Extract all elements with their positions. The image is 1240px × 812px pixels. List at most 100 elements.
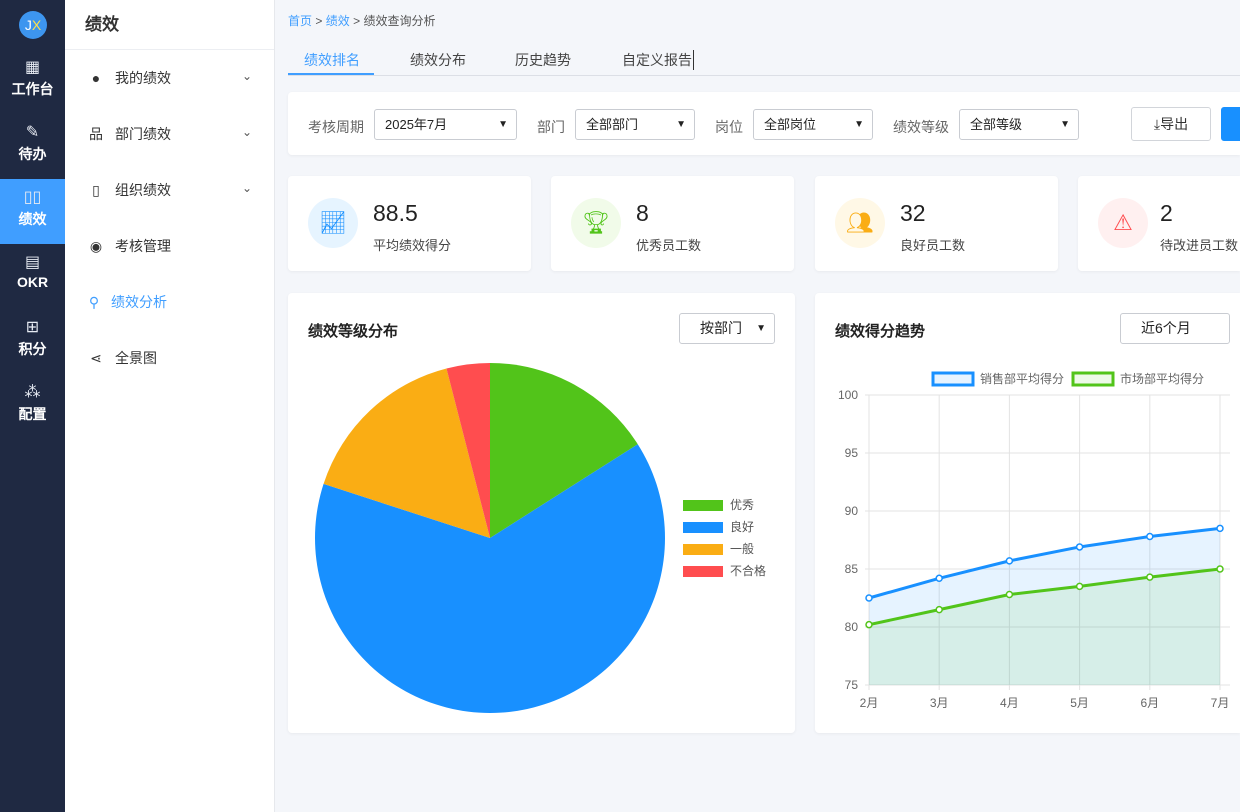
book-icon: ▯▯ [23, 189, 42, 206]
rail-item-config[interactable]: ⁂ 配置 [0, 374, 65, 439]
stat-card-avg-score: 📈︎ 88.5 平均绩效得分 [288, 176, 531, 271]
grade-distribution-card: 绩效等级分布 按部门 ▼ 优秀良好一般不合格 [288, 293, 795, 733]
chevron-down-icon: ▼ [676, 119, 686, 130]
series-line [868, 526, 1221, 600]
y-tick-label: 100 [838, 388, 858, 402]
tab-custom-report[interactable]: 自定义报告 [622, 50, 694, 70]
grid-icon: ▦ [24, 59, 41, 76]
x-tick-label: 2月 [860, 696, 879, 710]
chevron-down-icon: ⌄ [241, 181, 252, 195]
card-title: 绩效等级分布 [308, 323, 399, 340]
legend-label: 优秀 [730, 498, 754, 512]
x-tick-label: 4月 [1000, 696, 1019, 710]
pie-slice-3 [446, 363, 490, 538]
legend-swatch [683, 522, 723, 533]
legend-swatch [683, 566, 723, 577]
legend-label: 市场部平均得分 [1120, 371, 1204, 386]
rail-item-performance[interactable]: ▯▯ 绩效 [0, 179, 65, 244]
chevron-down-icon: ▼ [854, 119, 864, 130]
data-point [1075, 543, 1084, 551]
sitemap-icon: 品 [89, 126, 103, 142]
active-tab-indicator [288, 73, 374, 75]
tab-distribution[interactable]: 绩效分布 [410, 52, 466, 68]
sidebar-item-org-performance[interactable]: ▯ 组织绩效 ⌄ [65, 170, 274, 210]
post-select[interactable]: 全部岗位 ▼ [753, 109, 873, 140]
filter-bar: 考核周期 2025年7月 ▼ 部门 全部部门 ▼ 岗位 全部岗位 ▼ 绩效等级 全部等… [288, 92, 1240, 155]
sidebar-item-dept-performance[interactable]: 品部门绩效 ⌄ [65, 114, 274, 154]
breadcrumb-section[interactable]: 绩效 [325, 14, 350, 28]
icon-rail: JX ▦ 工作台 ✎ 待办 ▯▯ 绩效 ▤ OKR ⊞ 积分 ⁂ 配置 [0, 0, 65, 812]
sidebar-title: 绩效 [65, 0, 274, 50]
grade-select[interactable]: 全部等级 ▼ [959, 109, 1079, 140]
legend-label: 良好 [730, 519, 754, 534]
period-label: 考核周期 [308, 119, 364, 135]
users-icon: 👥︎ [835, 198, 885, 248]
data-point [865, 594, 873, 602]
dept-select[interactable]: 全部部门 ▼ [575, 109, 695, 140]
chart-line-icon: 📈︎ [308, 198, 358, 248]
chevron-down-icon: ▼ [1060, 119, 1070, 130]
stat-card-needs-improvement: ⚠︎ 2 待改进员工数 [1078, 176, 1240, 271]
stat-card-good: 👥︎ 32 良好员工数 [815, 176, 1058, 271]
pie-slice-2 [323, 368, 490, 538]
secondary-sidebar: 绩效 ● 我的绩效 ⌄ 品部门绩效 ⌄ ▯ 组织绩效 ⌄ ◉ 考核管理 ⚲ 绩效分析 ⋖ 全景图 [65, 0, 275, 812]
avatar[interactable]: JX [19, 11, 47, 39]
data-point [935, 574, 943, 583]
data-point [1216, 565, 1224, 573]
legend-label: 销售部平均得分 [980, 371, 1064, 386]
range-select[interactable]: 近6个月 [1120, 313, 1230, 344]
chevron-down-icon: ▼ [498, 119, 508, 130]
user-icon: ● [91, 70, 101, 86]
data-point [1146, 573, 1154, 581]
x-tick-label: 5月 [1070, 696, 1089, 710]
rail-item-okr[interactable]: ▤ OKR [0, 244, 65, 309]
period-select[interactable]: 2025年7月 ▼ [374, 109, 517, 140]
sidebar-item-my-performance[interactable]: ● 我的绩效 ⌄ [65, 58, 274, 98]
chevron-down-icon: ⌄ [241, 125, 252, 139]
data-point [1146, 532, 1154, 541]
data-point [1075, 582, 1084, 591]
data-point [1005, 557, 1014, 565]
chevron-down-icon: ▼ [756, 323, 766, 334]
y-tick-label: 80 [845, 620, 859, 634]
x-tick-label: 6月 [1140, 696, 1159, 710]
gift-icon: ⊞ [25, 319, 40, 336]
archive-icon: ▤ [24, 254, 41, 271]
score-trend-card: 绩效得分趋势 近6个月 75 80 85 90 95 100 2月 3月 4月 5月 6月 7月 销售部… [815, 293, 1240, 733]
y-tick-label: 85 [845, 562, 859, 576]
stat-card-excellent: 🏆︎ 8 优秀员工数 [551, 176, 794, 271]
data-point [1005, 590, 1014, 599]
sidebar-item-performance-analysis[interactable]: ⚲ 绩效分析 [65, 282, 274, 322]
legend-swatch [683, 500, 723, 511]
x-tick-label: 7月 [1211, 696, 1230, 710]
y-tick-label: 90 [845, 504, 859, 518]
tab-ranking[interactable]: 绩效排名 [304, 52, 360, 68]
legend-label: 不合格 [730, 563, 766, 578]
rail-item-points[interactable]: ⊞ 积分 [0, 309, 65, 374]
sidebar-item-panorama[interactable]: ⋖ 全景图 [65, 338, 274, 378]
breadcrumb-home[interactable]: 首页 [288, 14, 313, 28]
data-point [1216, 524, 1224, 533]
group-by-select[interactable]: 按部门 ▼ [679, 313, 775, 344]
dept-label: 部门 [537, 119, 565, 135]
search-icon: ⚲ [88, 294, 100, 310]
export-button[interactable]: ⤓导出 [1131, 107, 1211, 141]
edit-icon: ✎ [25, 124, 40, 141]
tab-bar: 绩效排名 绩效分布 历史趋势 自定义报告 [288, 44, 1240, 76]
card-title: 绩效得分趋势 [835, 323, 926, 340]
legend-label: 一般 [730, 541, 754, 556]
legend-swatch [1071, 371, 1115, 387]
rail-item-workbench[interactable]: ▦ 工作台 [0, 49, 65, 114]
pie-slice-0 [490, 363, 638, 538]
rail-item-todo[interactable]: ✎ 待办 [0, 114, 65, 179]
series-area [869, 569, 1220, 685]
tab-history[interactable]: 历史趋势 [515, 52, 571, 68]
post-label: 岗位 [715, 119, 743, 135]
download-icon: ⤓ [1153, 116, 1161, 132]
line-chart: 75 80 85 90 95 100 2月 3月 4月 5月 6月 7月 销售部平均得分 市场部平均得分 [838, 371, 1230, 710]
legend-swatch [683, 544, 723, 555]
data-point [935, 605, 943, 614]
grade-label: 绩效等级 [893, 119, 949, 135]
sidebar-item-review-management[interactable]: ◉ 考核管理 [65, 226, 274, 266]
primary-action-button[interactable] [1221, 107, 1240, 141]
